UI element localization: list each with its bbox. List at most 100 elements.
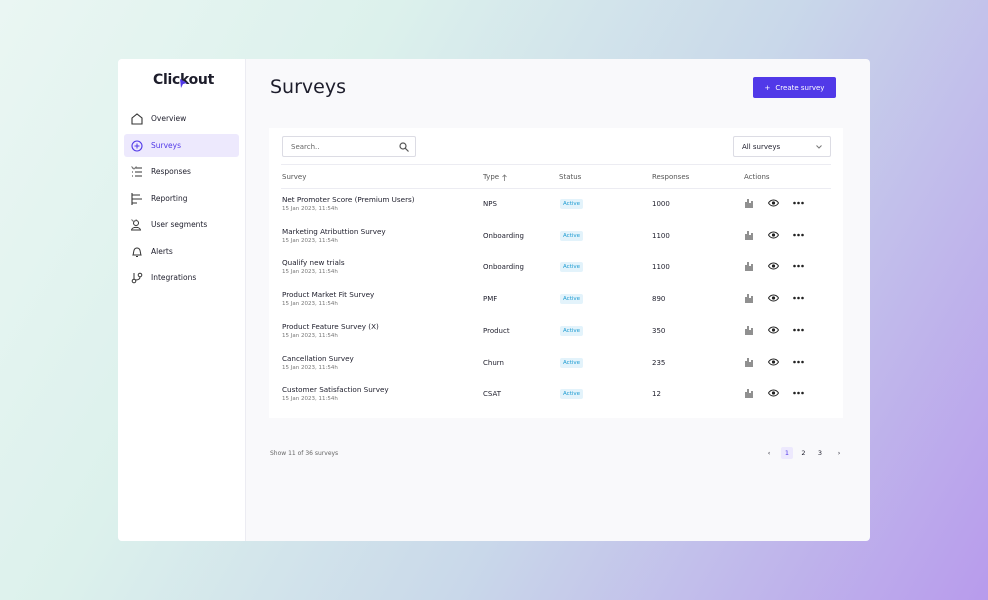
survey-type: Onboarding [483, 263, 524, 272]
survey-type: PMF [483, 295, 498, 304]
more-icon[interactable] [793, 201, 804, 205]
nav-icon [131, 139, 143, 152]
status-badge: Active [560, 325, 584, 336]
nav-item[interactable]: Integrations [124, 266, 239, 289]
stats-icon[interactable] [745, 293, 753, 304]
stats-icon[interactable] [745, 230, 753, 240]
view-icon[interactable] [768, 231, 779, 239]
view-icon[interactable] [768, 199, 779, 207]
survey-date: 15 Jan 2023, 11:54h [282, 396, 338, 403]
survey-date: 15 Jan 2023, 11:54h [282, 269, 338, 276]
nav-item[interactable]: Alerts [124, 240, 239, 263]
stats-icon[interactable] [745, 325, 753, 335]
responses: 350 [652, 326, 666, 335]
summary: Show 11 of 36 surveys [270, 450, 339, 457]
search-box[interactable]: Search.. [282, 136, 416, 157]
status-badge: Active [560, 230, 584, 241]
survey-name[interactable]: Customer Satisfaction Survey [282, 385, 389, 395]
survey-name[interactable]: Product Feature Survey (X) [282, 321, 379, 331]
prev-page[interactable]: ‹ [767, 449, 771, 457]
stats-icon[interactable] [745, 357, 753, 367]
status-badge: Active [560, 294, 584, 305]
nav-icon [131, 272, 143, 284]
column-header[interactable]: Type [483, 173, 500, 181]
stats-icon[interactable] [745, 198, 753, 208]
survey-date: 15 Jan 2023, 11:54h [282, 206, 338, 212]
survey-date: 15 Jan 2023, 11:54h [282, 364, 338, 371]
more-icon[interactable] [793, 328, 804, 332]
sidebar: Clickout Overview Surveys Responses Reporti… [118, 59, 246, 541]
view-icon[interactable] [768, 389, 779, 397]
view-icon[interactable] [768, 358, 779, 366]
status-badge: Active [560, 262, 584, 273]
status-badge: Active [560, 357, 584, 368]
logo: Clickout [153, 72, 214, 88]
page-button[interactable]: 1 [781, 447, 793, 459]
survey-date: 15 Jan 2023, 11:54h [282, 301, 338, 308]
nav-label: Reporting [151, 193, 188, 203]
nav-label: Overview [151, 114, 187, 123]
nav-icon [132, 246, 142, 257]
column-header: Survey [282, 173, 307, 181]
logo-cursor [180, 79, 187, 88]
sort-icon [502, 174, 507, 181]
responses: 1100 [652, 263, 670, 272]
nav-label: Surveys [151, 140, 181, 150]
view-icon[interactable] [768, 326, 779, 334]
filter-label: All surveys [742, 143, 781, 151]
divider [281, 188, 831, 189]
column-header: Status [559, 173, 582, 181]
nav-label: Responses [151, 167, 191, 176]
nav-item[interactable]: Reporting [124, 187, 239, 210]
responses: 1100 [652, 231, 670, 240]
survey-name[interactable]: Qualify new trials [282, 258, 345, 268]
responses: 1000 [652, 200, 670, 208]
app-window: Clickout Overview Surveys Responses Reporti… [118, 59, 870, 541]
survey-name[interactable]: Net Promoter Score (Premium Users) [282, 195, 415, 204]
nav-item[interactable]: Responses [124, 160, 239, 183]
nav-icon [131, 113, 143, 125]
more-icon[interactable] [793, 391, 804, 395]
search-icon [399, 142, 409, 152]
more-icon[interactable] [793, 296, 804, 300]
nav-label: Integrations [151, 273, 197, 282]
more-icon[interactable] [793, 264, 804, 268]
chevron [131, 219, 137, 223]
page-button[interactable]: 3 [817, 449, 823, 457]
divider [281, 164, 831, 165]
stats-icon[interactable] [745, 261, 753, 272]
survey-type: Onboarding [483, 231, 524, 240]
filter-dropdown[interactable]: All surveys [733, 136, 831, 157]
responses: 890 [652, 295, 666, 304]
nav-label: User segments [151, 220, 208, 229]
table-card: Search.. All surveys Net Promoter Score … [269, 128, 843, 418]
more-icon[interactable] [793, 360, 804, 364]
responses: 12 [652, 390, 661, 399]
column-header: Actions [744, 173, 770, 181]
nav-item[interactable]: User segments [124, 213, 239, 236]
page-title: Surveys [270, 76, 346, 98]
next-page[interactable]: › [837, 449, 841, 457]
survey-date: 15 Jan 2023, 11:54h [282, 332, 338, 339]
status-badge: Active [560, 389, 584, 400]
nav-label: Alerts [151, 246, 173, 256]
page-button[interactable]: 2 [801, 449, 806, 457]
button-label: Create survey [775, 83, 825, 92]
survey-type: CSAT [483, 390, 501, 399]
view-icon[interactable] [768, 262, 779, 270]
survey-name[interactable]: Marketing Atributtion Survey [282, 226, 386, 236]
more-icon[interactable] [793, 233, 804, 237]
view-icon[interactable] [768, 294, 779, 302]
search-placeholder: Search.. [291, 143, 320, 151]
chevron [816, 145, 822, 149]
create-button[interactable]: + Create survey [753, 77, 836, 98]
nav-item[interactable]: Surveys [124, 133, 239, 157]
survey-name[interactable]: Cancellation Survey [282, 353, 354, 363]
survey-name[interactable]: Product Market Fit Survey [282, 290, 375, 300]
chevron [131, 166, 137, 170]
status-badge: Active [560, 199, 584, 209]
nav-item[interactable]: Overview [124, 107, 239, 130]
stats-icon[interactable] [745, 388, 753, 399]
survey-type: Product [483, 326, 510, 335]
